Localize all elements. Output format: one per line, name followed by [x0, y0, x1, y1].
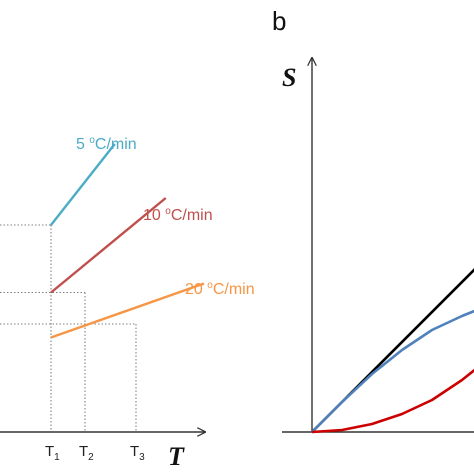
- a-series-label: 20 oC/min: [185, 280, 255, 298]
- b-series-line: [311, 368, 474, 434]
- b-series-line: [311, 268, 474, 433]
- a-reference-lines: [0, 224, 137, 432]
- b-series-line: [311, 309, 474, 433]
- panel-a-heating-rate-chart: 5 oC/min 10 oC/min 20 oC/min T1 T2 T3 T: [0, 135, 255, 471]
- a-x-tick-label: T3: [130, 443, 145, 463]
- a-series-label: 10 oC/min: [143, 206, 213, 224]
- b-series-group: [311, 268, 474, 434]
- panel-b-letter: b: [272, 6, 286, 36]
- a-x-tick-label: T2: [79, 443, 94, 463]
- a-series-group: 5 oC/min 10 oC/min 20 oC/min: [50, 135, 255, 339]
- a-series-line: [50, 143, 116, 226]
- a-series-line: [50, 197, 167, 294]
- a-x-axis-title: T: [168, 442, 185, 471]
- a-series-label: 5 oC/min: [76, 135, 137, 153]
- a-x-tick-labels: T1 T2 T3: [45, 443, 145, 463]
- a-x-tick-label: T1: [45, 443, 60, 463]
- a-series-line: [50, 282, 205, 339]
- panel-b-chart: b S: [272, 6, 474, 434]
- b-y-axis-title: S: [282, 63, 296, 92]
